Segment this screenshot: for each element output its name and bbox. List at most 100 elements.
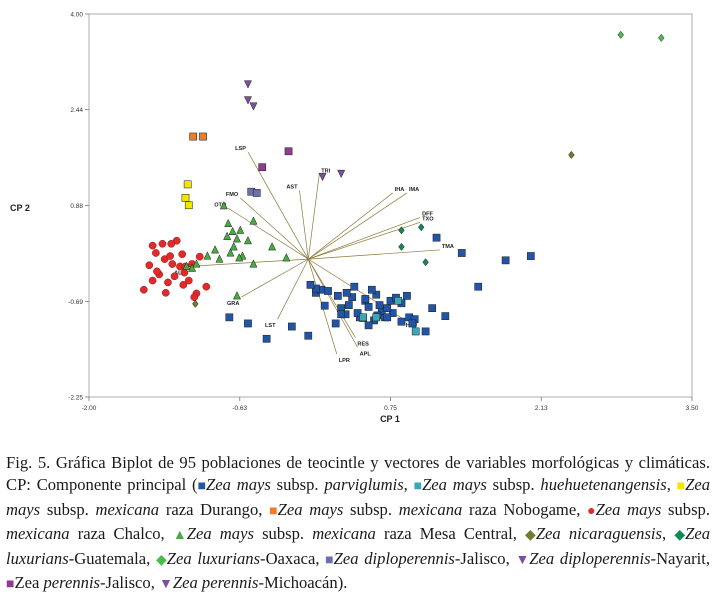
caption-text: -Jalisco, bbox=[454, 548, 516, 568]
vector-line bbox=[299, 190, 309, 260]
data-point bbox=[229, 242, 238, 251]
data-point bbox=[388, 309, 397, 317]
figure-caption: Fig. 5. Gráfica Biplot de 95 poblaciones… bbox=[6, 452, 710, 596]
series-7 bbox=[398, 223, 429, 267]
caption-text: Zea perennis bbox=[172, 573, 259, 593]
data-point bbox=[457, 249, 466, 257]
point-layer bbox=[139, 30, 665, 343]
vector-label: FMO bbox=[226, 192, 239, 198]
biplot-figure: -2.00 -0.63 0.75 2.13 3.50 -2.25 -0.69 0.88 2.44… bbox=[10, 12, 699, 425]
data-point bbox=[188, 263, 197, 272]
data-point bbox=[422, 258, 429, 267]
series-11 bbox=[258, 147, 293, 172]
data-point bbox=[249, 259, 258, 268]
x-tick-label: -0.63 bbox=[232, 405, 247, 412]
caption-legend-item: ◆Zea luxurians-Guatemala, bbox=[6, 524, 710, 567]
caption-text: Zea mays bbox=[595, 499, 662, 519]
data-point bbox=[282, 253, 291, 262]
caption-text: raza Mesa Central, bbox=[375, 524, 526, 544]
series-2 bbox=[181, 180, 193, 210]
data-point bbox=[228, 226, 237, 235]
vector-label: GRA bbox=[227, 301, 239, 307]
caption-text: Zea mays bbox=[6, 475, 710, 519]
caption-text: perennis bbox=[43, 573, 101, 593]
data-point bbox=[181, 193, 190, 202]
vector-line bbox=[307, 258, 356, 338]
data-point bbox=[324, 287, 332, 295]
data-point bbox=[243, 235, 252, 245]
y-axis-label: CP 2 bbox=[10, 203, 30, 213]
data-point bbox=[235, 253, 244, 262]
series-4 bbox=[139, 236, 211, 301]
vector-line bbox=[308, 192, 393, 260]
data-point bbox=[225, 313, 234, 322]
data-point bbox=[224, 218, 233, 228]
series-10 bbox=[243, 80, 346, 182]
x-tick-label: -2.00 bbox=[82, 405, 97, 412]
caption-text: subsp. bbox=[40, 499, 96, 519]
caption-text: subsp. bbox=[253, 524, 313, 544]
vector-label: AST bbox=[286, 184, 298, 190]
data-point bbox=[342, 288, 351, 297]
series-8 bbox=[617, 30, 665, 42]
data-point bbox=[350, 282, 359, 291]
vector-label: TMA bbox=[442, 244, 454, 250]
x-tick-label: 0.75 bbox=[384, 405, 397, 412]
caption-text: raza Nobogame, bbox=[462, 499, 588, 519]
vector-label: RES bbox=[357, 342, 369, 348]
caption-legend-item: ▼Zea diploperennis-Nayarit, bbox=[515, 549, 710, 568]
data-point bbox=[148, 276, 157, 285]
caption-text: Zea diploperennis bbox=[333, 548, 455, 568]
data-point bbox=[182, 261, 191, 270]
series-3 bbox=[189, 132, 207, 141]
data-point bbox=[287, 322, 296, 331]
data-point bbox=[236, 225, 245, 234]
data-point bbox=[658, 33, 665, 42]
vector-label: ALT bbox=[174, 270, 185, 276]
data-point bbox=[368, 285, 376, 294]
data-point bbox=[145, 261, 154, 270]
data-point bbox=[152, 249, 160, 257]
data-point bbox=[432, 233, 441, 242]
data-point bbox=[441, 312, 450, 320]
data-point bbox=[398, 242, 405, 251]
y-tick-label: 2.44 bbox=[70, 107, 83, 114]
data-point bbox=[243, 96, 252, 105]
vector-label: DFF bbox=[422, 211, 433, 217]
data-point bbox=[189, 132, 198, 141]
data-point bbox=[421, 327, 430, 336]
vector-label: LSP bbox=[235, 146, 246, 152]
caption-legend-item: ●Zea mays subsp. mexicana raza Chalco, bbox=[6, 500, 710, 543]
data-point bbox=[318, 172, 327, 182]
data-point bbox=[161, 288, 170, 297]
x-tick-label: 2.13 bbox=[535, 405, 548, 412]
data-point bbox=[383, 313, 392, 322]
data-point bbox=[219, 201, 228, 210]
caption-text: parviglumis bbox=[324, 475, 404, 495]
data-point bbox=[304, 331, 313, 340]
caption-legend-item: ■Zea mays subsp. huehuetenangensis, bbox=[414, 475, 677, 494]
data-point bbox=[334, 292, 342, 300]
data-point bbox=[184, 276, 193, 285]
caption-text: -Oaxaca, bbox=[260, 548, 326, 568]
data-point bbox=[184, 201, 193, 210]
data-point bbox=[244, 319, 252, 328]
circle-marker-icon: ● bbox=[587, 503, 596, 519]
vector-line bbox=[241, 258, 309, 298]
caption-text: subsp. bbox=[270, 475, 325, 495]
series-9 bbox=[247, 187, 261, 197]
square-marker-icon: ■ bbox=[6, 577, 15, 593]
square-marker-icon: ■ bbox=[676, 479, 686, 495]
data-point bbox=[337, 169, 346, 179]
caption-text: -Nayarit, bbox=[650, 548, 710, 568]
data-point bbox=[344, 301, 353, 309]
caption-legend-item: ◆Zea nicaraguensis, bbox=[525, 524, 674, 543]
diamond-marker-icon: ◆ bbox=[674, 528, 686, 544]
caption-legend-item: ■Zea perennis-Jalisco, bbox=[6, 573, 159, 592]
caption-legend-item: ■Zea mays subsp. parviglumis, bbox=[198, 475, 414, 494]
vector-label: LST bbox=[265, 323, 276, 329]
data-point bbox=[372, 290, 381, 299]
y-tick-label: 0.88 bbox=[70, 203, 83, 210]
data-point bbox=[190, 293, 199, 301]
square-marker-icon: ■ bbox=[269, 503, 278, 519]
